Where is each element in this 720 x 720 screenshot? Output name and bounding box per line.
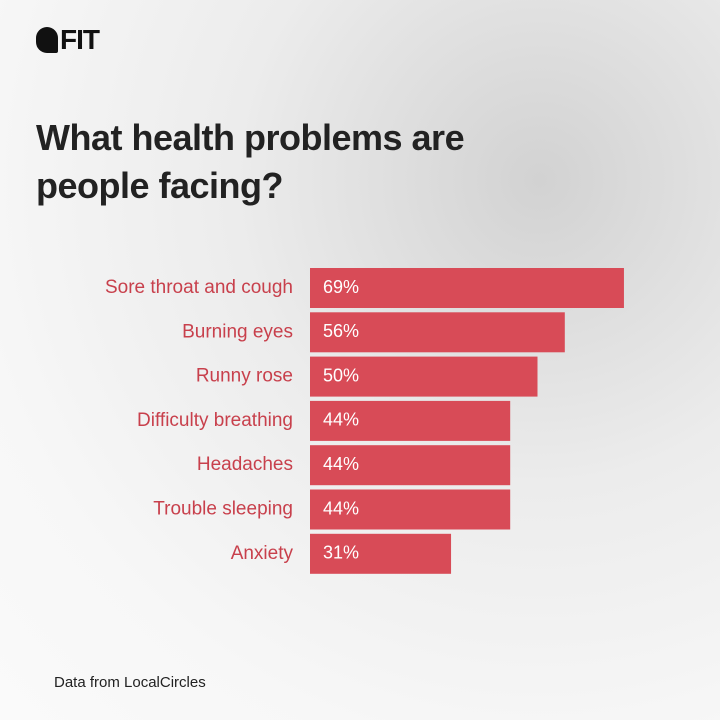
source-note: Data from LocalCircles: [54, 674, 206, 691]
category-label: Headaches: [197, 454, 293, 475]
bar: [310, 312, 565, 353]
value-label: 44%: [323, 410, 359, 430]
bar: [310, 356, 538, 397]
bar: [310, 489, 511, 530]
chart-title: What health problems are people facing?: [36, 117, 465, 206]
logo-mark: [36, 27, 58, 53]
brand: FIT: [60, 24, 100, 55]
category-label: Anxiety: [231, 543, 294, 564]
bar: [310, 268, 624, 308]
category-label: Difficulty breathing: [137, 410, 293, 431]
value-label: 56%: [323, 321, 359, 341]
value-label: 44%: [323, 454, 359, 474]
logo: FIT: [36, 24, 100, 56]
value-label: 44%: [323, 498, 359, 518]
bar: [310, 533, 452, 574]
category-label: Trouble sleeping: [153, 499, 293, 520]
bar: [310, 445, 511, 486]
category-label: Burning eyes: [182, 321, 293, 342]
category-label: Runny rose: [196, 366, 293, 387]
bar: [310, 400, 511, 441]
category-label: Sore throat and cough: [105, 277, 293, 298]
value-label: 50%: [323, 365, 359, 385]
value-label: 31%: [323, 543, 359, 563]
value-label: 69%: [323, 277, 359, 297]
